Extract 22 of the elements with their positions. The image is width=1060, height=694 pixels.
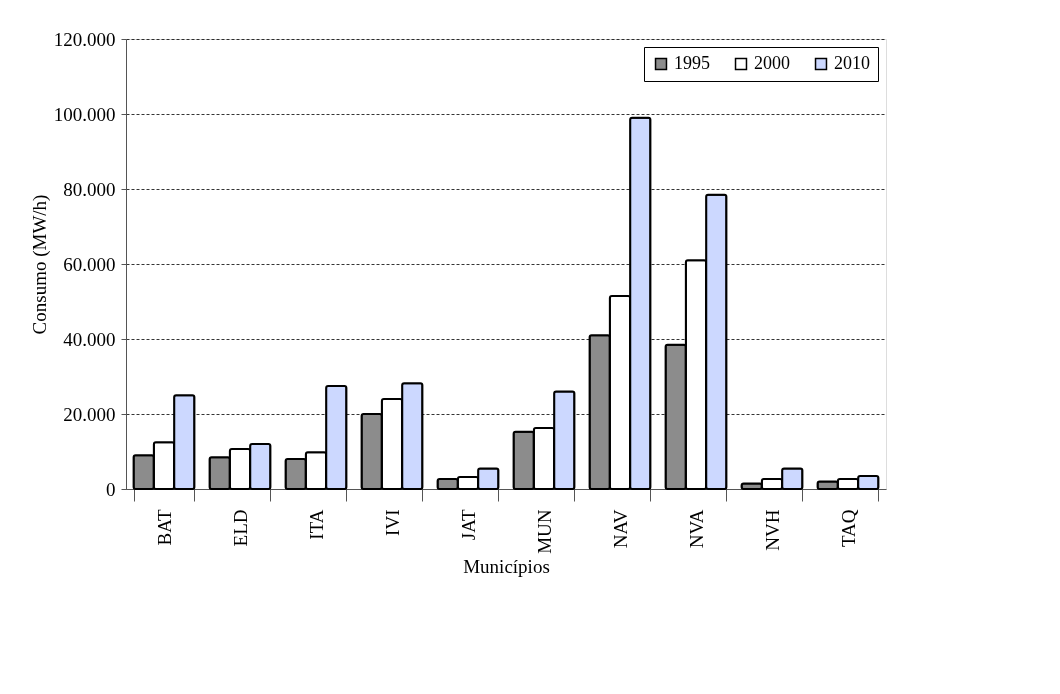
y-tick-label: 20.000 [63, 403, 116, 425]
legend-label: 2010 [834, 53, 870, 73]
x-tick-label: IVI [381, 509, 403, 536]
x-tick-label: ELD [229, 509, 251, 547]
legend-label: 1995 [674, 53, 710, 73]
x-tick-label: ITA [305, 509, 327, 540]
x-tick-label: JAT [457, 509, 479, 541]
legend-label: 2000 [754, 53, 790, 73]
x-tick-label: NAV [609, 509, 631, 549]
y-axis-title: Consumo (MW/h) [28, 194, 51, 335]
y-tick-label: 60.000 [63, 253, 116, 275]
x-tick-label: TAQ [837, 509, 859, 548]
x-tick-label: MUN [533, 509, 555, 554]
x-tick-label: BAT [153, 509, 175, 546]
y-tick-label: 0 [106, 478, 116, 500]
x-tick-label: NVH [761, 509, 783, 551]
y-tick-label: 120.000 [53, 28, 116, 50]
y-tick-label: 40.000 [63, 328, 116, 350]
x-axis-title: Municípios [463, 555, 550, 577]
x-tick-label: NVA [685, 509, 707, 549]
y-tick-label: 80.000 [63, 178, 116, 200]
y-tick-label: 100.000 [53, 103, 116, 125]
